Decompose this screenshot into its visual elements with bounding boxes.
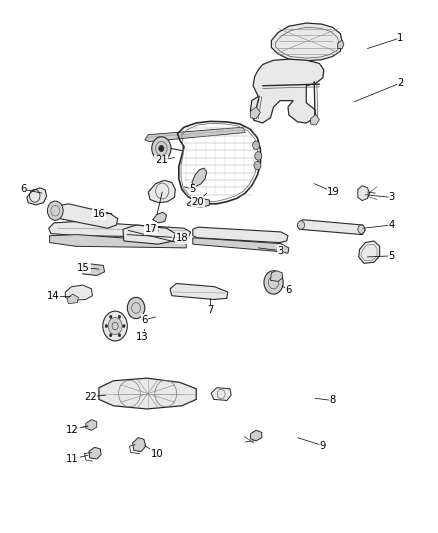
Text: 18: 18: [176, 233, 188, 244]
Polygon shape: [86, 419, 97, 430]
Polygon shape: [49, 221, 191, 237]
Polygon shape: [145, 127, 245, 142]
Polygon shape: [251, 59, 324, 123]
Polygon shape: [83, 264, 105, 276]
Circle shape: [123, 325, 125, 328]
Circle shape: [254, 161, 261, 169]
Text: 6: 6: [20, 184, 27, 195]
Text: 12: 12: [67, 425, 79, 435]
Text: 16: 16: [93, 209, 106, 220]
Text: 14: 14: [47, 290, 60, 301]
Polygon shape: [99, 378, 196, 409]
Circle shape: [118, 334, 121, 337]
Polygon shape: [193, 227, 288, 243]
Text: 20: 20: [192, 197, 205, 207]
Circle shape: [110, 334, 112, 337]
Text: 6: 6: [286, 286, 292, 295]
Circle shape: [112, 322, 118, 330]
Circle shape: [47, 201, 63, 220]
Text: 3: 3: [277, 246, 283, 255]
Polygon shape: [123, 225, 175, 244]
Text: 9: 9: [320, 441, 326, 451]
Polygon shape: [358, 185, 370, 200]
Text: 13: 13: [136, 332, 149, 342]
Circle shape: [108, 318, 122, 335]
Circle shape: [127, 297, 145, 319]
Text: 19: 19: [327, 187, 340, 197]
Polygon shape: [89, 447, 101, 459]
Circle shape: [255, 152, 262, 160]
Circle shape: [105, 325, 108, 328]
Polygon shape: [338, 40, 344, 49]
Text: 21: 21: [155, 155, 168, 165]
Text: 11: 11: [67, 454, 79, 464]
Text: 15: 15: [77, 263, 90, 272]
Circle shape: [152, 137, 171, 160]
Polygon shape: [297, 220, 365, 235]
Polygon shape: [27, 188, 46, 205]
Circle shape: [118, 315, 121, 318]
Text: 17: 17: [145, 224, 158, 235]
Text: 22: 22: [84, 392, 96, 402]
Text: 8: 8: [329, 395, 336, 406]
Text: 7: 7: [207, 305, 213, 315]
Polygon shape: [52, 204, 118, 228]
Circle shape: [103, 311, 127, 341]
Polygon shape: [211, 387, 231, 400]
Text: 10: 10: [151, 449, 163, 458]
Text: 6: 6: [141, 314, 148, 325]
Text: 4: 4: [389, 220, 395, 230]
Polygon shape: [251, 107, 261, 119]
Polygon shape: [49, 235, 186, 248]
Circle shape: [358, 225, 365, 233]
Polygon shape: [65, 285, 92, 301]
Text: 5: 5: [388, 251, 395, 261]
Circle shape: [297, 221, 304, 229]
Polygon shape: [67, 294, 78, 304]
Circle shape: [253, 141, 260, 150]
Polygon shape: [271, 271, 283, 281]
Polygon shape: [187, 198, 209, 207]
Polygon shape: [170, 284, 228, 300]
Polygon shape: [272, 23, 342, 61]
Text: 5: 5: [190, 184, 196, 195]
Circle shape: [159, 146, 164, 152]
Polygon shape: [251, 430, 262, 441]
Polygon shape: [192, 168, 207, 187]
Polygon shape: [133, 438, 146, 451]
Circle shape: [110, 315, 112, 318]
Polygon shape: [359, 241, 380, 263]
Text: 3: 3: [389, 192, 395, 203]
Text: 2: 2: [397, 78, 403, 88]
Text: 1: 1: [397, 33, 403, 43]
Polygon shape: [311, 115, 319, 125]
Polygon shape: [193, 238, 289, 253]
Polygon shape: [148, 180, 175, 203]
Circle shape: [264, 271, 283, 294]
Polygon shape: [152, 212, 166, 223]
